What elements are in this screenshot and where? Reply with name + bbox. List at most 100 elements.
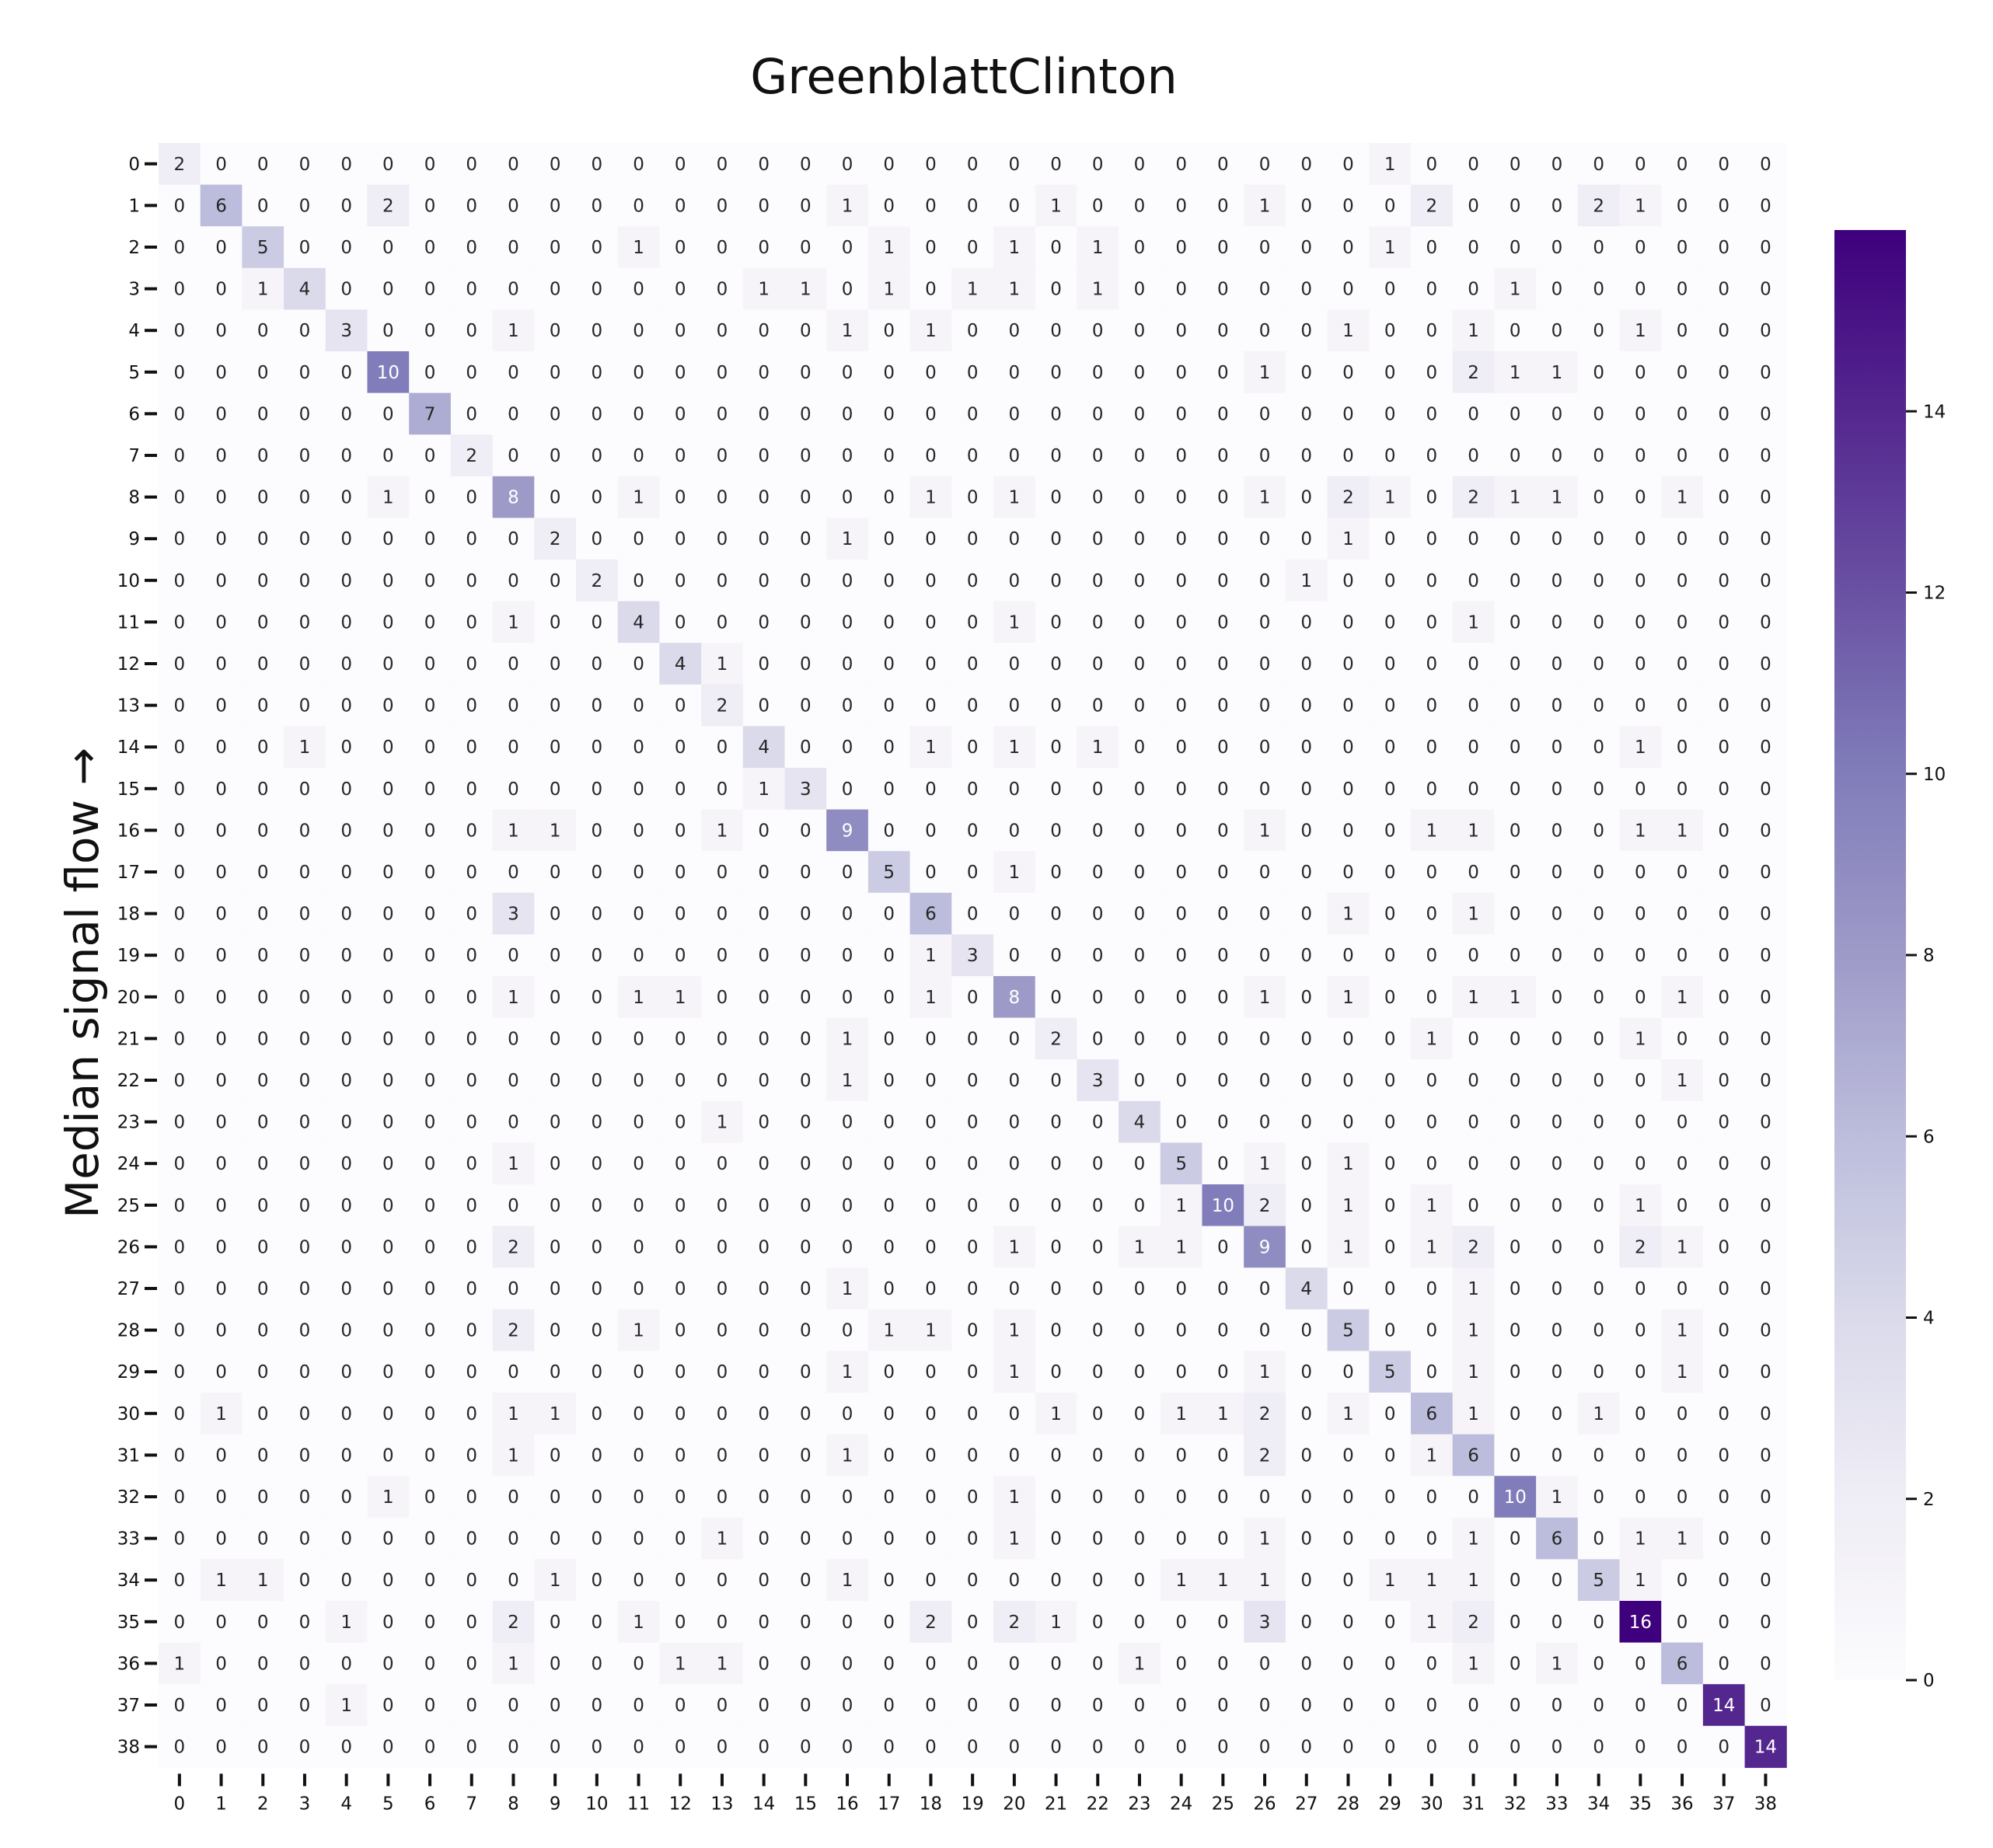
cell-value-label: 0 <box>717 363 728 383</box>
cell-value-label: 2 <box>592 571 603 591</box>
heatmap-cell <box>1035 601 1077 643</box>
heatmap-cell <box>993 601 1036 643</box>
heatmap-cell <box>784 392 827 435</box>
cell-value-label: 0 <box>1510 1654 1521 1674</box>
cell-value-label: 0 <box>758 1404 770 1424</box>
cell-value-label: 0 <box>299 1404 311 1424</box>
cell-value-label: 1 <box>1635 737 1646 758</box>
heatmap-cell <box>826 143 869 186</box>
heatmap-cell <box>200 643 243 685</box>
cell-value-label: 0 <box>1300 654 1312 675</box>
cell-value-label: 0 <box>1718 1445 1729 1466</box>
y-tick-label: 14 <box>117 737 140 758</box>
cell-value-label: 0 <box>717 238 728 258</box>
cell-value-label: 0 <box>257 1071 269 1091</box>
y-tick-label: 37 <box>117 1696 140 1716</box>
cell-value-label: 1 <box>675 1654 686 1674</box>
heatmap-cell <box>492 851 535 894</box>
x-tick-label: 8 <box>508 1794 519 1814</box>
heatmap-cell <box>1327 684 1370 727</box>
cell-value-label: 0 <box>883 404 895 424</box>
heatmap-cell <box>659 351 702 394</box>
heatmap-cell <box>1035 143 1077 186</box>
heatmap-cell <box>1494 309 1537 352</box>
heatmap-cell <box>159 851 201 894</box>
heatmap-cell <box>1077 560 1119 602</box>
cell-value-label: 0 <box>1050 779 1062 800</box>
cell-value-label: 0 <box>550 321 561 341</box>
cell-value-label: 0 <box>257 696 269 717</box>
cell-value-label: 0 <box>1342 1113 1354 1133</box>
x-tick-label: 22 <box>1087 1794 1109 1814</box>
heatmap-cell <box>1536 184 1579 227</box>
y-tick-label: 12 <box>117 654 140 675</box>
cell-value-label: 0 <box>883 1113 895 1133</box>
cell-value-label: 0 <box>1718 821 1729 841</box>
cell-value-label: 0 <box>1300 1529 1312 1550</box>
cell-value-label: 0 <box>1134 404 1146 424</box>
heatmap-cell <box>1411 643 1454 685</box>
heatmap-cell <box>701 518 744 560</box>
cell-value-label: 0 <box>1217 446 1229 466</box>
cell-value-label: 0 <box>1635 1279 1646 1299</box>
heatmap-cell <box>576 267 619 310</box>
cell-value-label: 0 <box>466 1529 477 1550</box>
cell-value-label: 0 <box>424 863 436 883</box>
cell-value-label: 0 <box>466 1571 477 1591</box>
cell-value-label: 0 <box>174 280 186 300</box>
cell-value-label: 0 <box>883 488 895 508</box>
cell-value-label: 0 <box>925 238 937 258</box>
cell-value-label: 0 <box>1300 280 1312 300</box>
cell-value-label: 0 <box>550 612 561 633</box>
heatmap-cell <box>1285 392 1328 435</box>
heatmap-cell <box>1244 601 1286 643</box>
cell-value-label: 0 <box>550 1321 561 1341</box>
cell-value-label: 0 <box>424 1654 436 1674</box>
cell-value-label: 0 <box>592 196 603 216</box>
cell-value-label: 0 <box>550 1279 561 1299</box>
heatmap-cell <box>1244 476 1286 518</box>
heatmap-cell <box>284 143 326 186</box>
cell-value-label: 0 <box>1551 155 1563 175</box>
heatmap-cell <box>492 809 535 852</box>
heatmap-cell <box>951 643 994 685</box>
heatmap-cell <box>1577 226 1620 269</box>
heatmap-cell <box>1661 768 1704 811</box>
heatmap-cell <box>1369 768 1412 811</box>
heatmap-cell <box>1077 518 1119 560</box>
heatmap-cell <box>1744 351 1787 394</box>
cell-value-label: 0 <box>1342 404 1354 424</box>
cell-value-label: 0 <box>424 1571 436 1591</box>
cell-value-label: 0 <box>1300 779 1312 800</box>
cell-value-label: 0 <box>1134 1321 1146 1341</box>
cell-value-label: 0 <box>215 1029 227 1049</box>
heatmap-cell <box>784 643 827 685</box>
cell-value-label: 0 <box>1718 238 1729 258</box>
cell-value-label: 1 <box>800 280 812 300</box>
heatmap-cell <box>784 851 827 894</box>
cell-value-label: 0 <box>675 905 686 925</box>
cell-value-label: 0 <box>466 612 477 633</box>
heatmap-cell <box>1035 560 1077 602</box>
cell-value-label: 0 <box>1760 363 1771 383</box>
cell-value-label: 0 <box>717 863 728 883</box>
cell-value-label: 0 <box>1175 1613 1187 1633</box>
cell-value-label: 0 <box>550 1237 561 1257</box>
cell-value-label: 0 <box>424 529 436 549</box>
cell-value-label: 0 <box>675 779 686 800</box>
cell-value-label: 0 <box>466 1487 477 1508</box>
cell-value-label: 0 <box>925 696 937 717</box>
cell-value-label: 0 <box>1009 696 1021 717</box>
cell-value-label: 0 <box>1259 737 1271 758</box>
heatmap-cell <box>1619 601 1662 643</box>
y-tick-label: 22 <box>117 1071 140 1091</box>
heatmap-cell <box>1619 184 1662 227</box>
heatmap-cell <box>200 184 243 227</box>
cell-value-label: 0 <box>967 905 979 925</box>
heatmap-cell <box>1077 309 1119 352</box>
cell-value-label: 0 <box>800 863 812 883</box>
cell-value-label: 0 <box>1300 488 1312 508</box>
cell-value-label: 0 <box>1593 1613 1604 1633</box>
cell-value-label: 0 <box>925 1154 937 1174</box>
